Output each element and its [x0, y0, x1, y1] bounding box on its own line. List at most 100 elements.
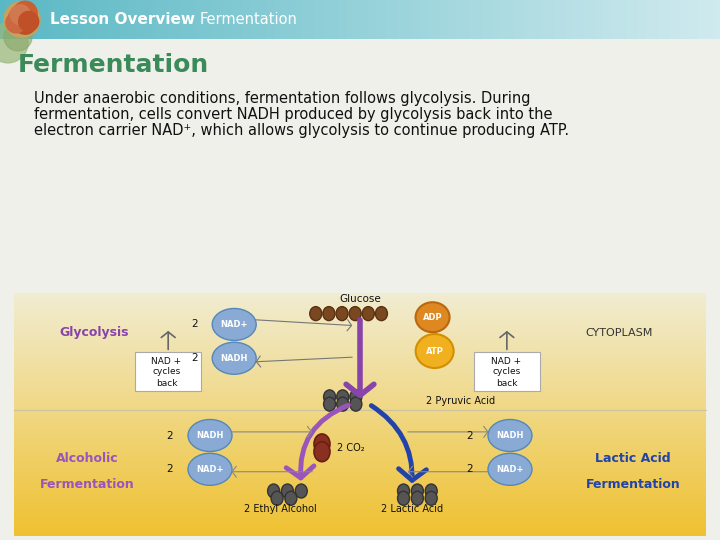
Bar [689, 0, 692, 39]
Ellipse shape [295, 484, 307, 498]
Ellipse shape [349, 307, 361, 321]
Bar [14, 345, 706, 349]
Bar [497, 0, 500, 39]
Bar [276, 0, 279, 39]
Ellipse shape [282, 484, 294, 498]
Ellipse shape [271, 491, 283, 505]
Bar [444, 0, 447, 39]
Circle shape [0, 23, 28, 63]
Bar [307, 0, 310, 39]
Bar [14, 375, 706, 379]
Bar [34, 0, 37, 39]
Text: CYTOPLASM: CYTOPLASM [585, 328, 653, 338]
Bar [590, 0, 594, 39]
Bar [463, 0, 467, 39]
Bar [293, 0, 296, 39]
Bar [14, 453, 706, 458]
Bar [91, 0, 94, 39]
Circle shape [10, 5, 30, 25]
Ellipse shape [285, 491, 297, 505]
Bar [480, 0, 483, 39]
Bar [338, 0, 342, 39]
Bar [372, 0, 375, 39]
Bar [14, 342, 706, 346]
Bar [14, 333, 706, 337]
Bar [355, 0, 359, 39]
Bar [703, 0, 706, 39]
Ellipse shape [337, 397, 348, 411]
Bar [432, 0, 436, 39]
Bar [108, 0, 112, 39]
Bar [698, 0, 702, 39]
Bar [14, 348, 706, 352]
Bar [701, 0, 704, 39]
Bar [387, 0, 390, 39]
Bar [499, 0, 503, 39]
Bar [14, 417, 706, 422]
Bar [216, 0, 220, 39]
Bar [528, 0, 531, 39]
Ellipse shape [188, 453, 232, 485]
Bar [639, 0, 642, 39]
Bar [691, 0, 695, 39]
Bar [410, 0, 414, 39]
Bar [312, 0, 315, 39]
Bar [45, 0, 49, 39]
Bar [22, 0, 25, 39]
Bar [523, 0, 526, 39]
Bar [89, 0, 92, 39]
Bar [667, 0, 670, 39]
Bar [139, 0, 143, 39]
Bar [14, 354, 706, 358]
Bar [379, 0, 382, 39]
Bar [617, 0, 620, 39]
Ellipse shape [212, 308, 256, 341]
Bar [333, 0, 337, 39]
Bar [202, 0, 205, 39]
Bar [708, 0, 711, 39]
Bar [7, 0, 11, 39]
Bar [576, 0, 580, 39]
Bar [578, 0, 582, 39]
Circle shape [13, 1, 37, 25]
Bar [14, 378, 706, 382]
Bar [567, 0, 570, 39]
Bar [653, 0, 656, 39]
Bar [650, 0, 654, 39]
Bar [477, 0, 481, 39]
Bar [418, 0, 421, 39]
Bar [610, 0, 613, 39]
Ellipse shape [362, 307, 374, 321]
Text: Fermentation: Fermentation [200, 12, 298, 27]
Bar [574, 0, 577, 39]
Bar [415, 0, 418, 39]
Bar [84, 0, 87, 39]
Text: cycles: cycles [153, 367, 181, 376]
Bar [14, 320, 706, 325]
Bar [279, 0, 282, 39]
Bar [715, 0, 719, 39]
Bar [14, 510, 706, 515]
Bar [132, 0, 135, 39]
Bar [405, 0, 409, 39]
Text: NAD+: NAD+ [496, 465, 523, 474]
Bar [485, 0, 488, 39]
Bar [14, 471, 706, 476]
Bar [614, 0, 618, 39]
Bar [718, 0, 720, 39]
Bar [367, 0, 371, 39]
Bar [646, 0, 649, 39]
Bar [235, 0, 238, 39]
Bar [14, 423, 706, 428]
Bar [153, 0, 157, 39]
Bar [101, 0, 104, 39]
Text: 2: 2 [467, 464, 473, 474]
Bar [317, 0, 320, 39]
Bar [629, 0, 632, 39]
Bar [288, 0, 292, 39]
Bar [670, 0, 673, 39]
Bar [63, 0, 66, 39]
Text: Fermentation: Fermentation [40, 478, 135, 491]
Bar [38, 0, 42, 39]
Bar [74, 0, 78, 39]
